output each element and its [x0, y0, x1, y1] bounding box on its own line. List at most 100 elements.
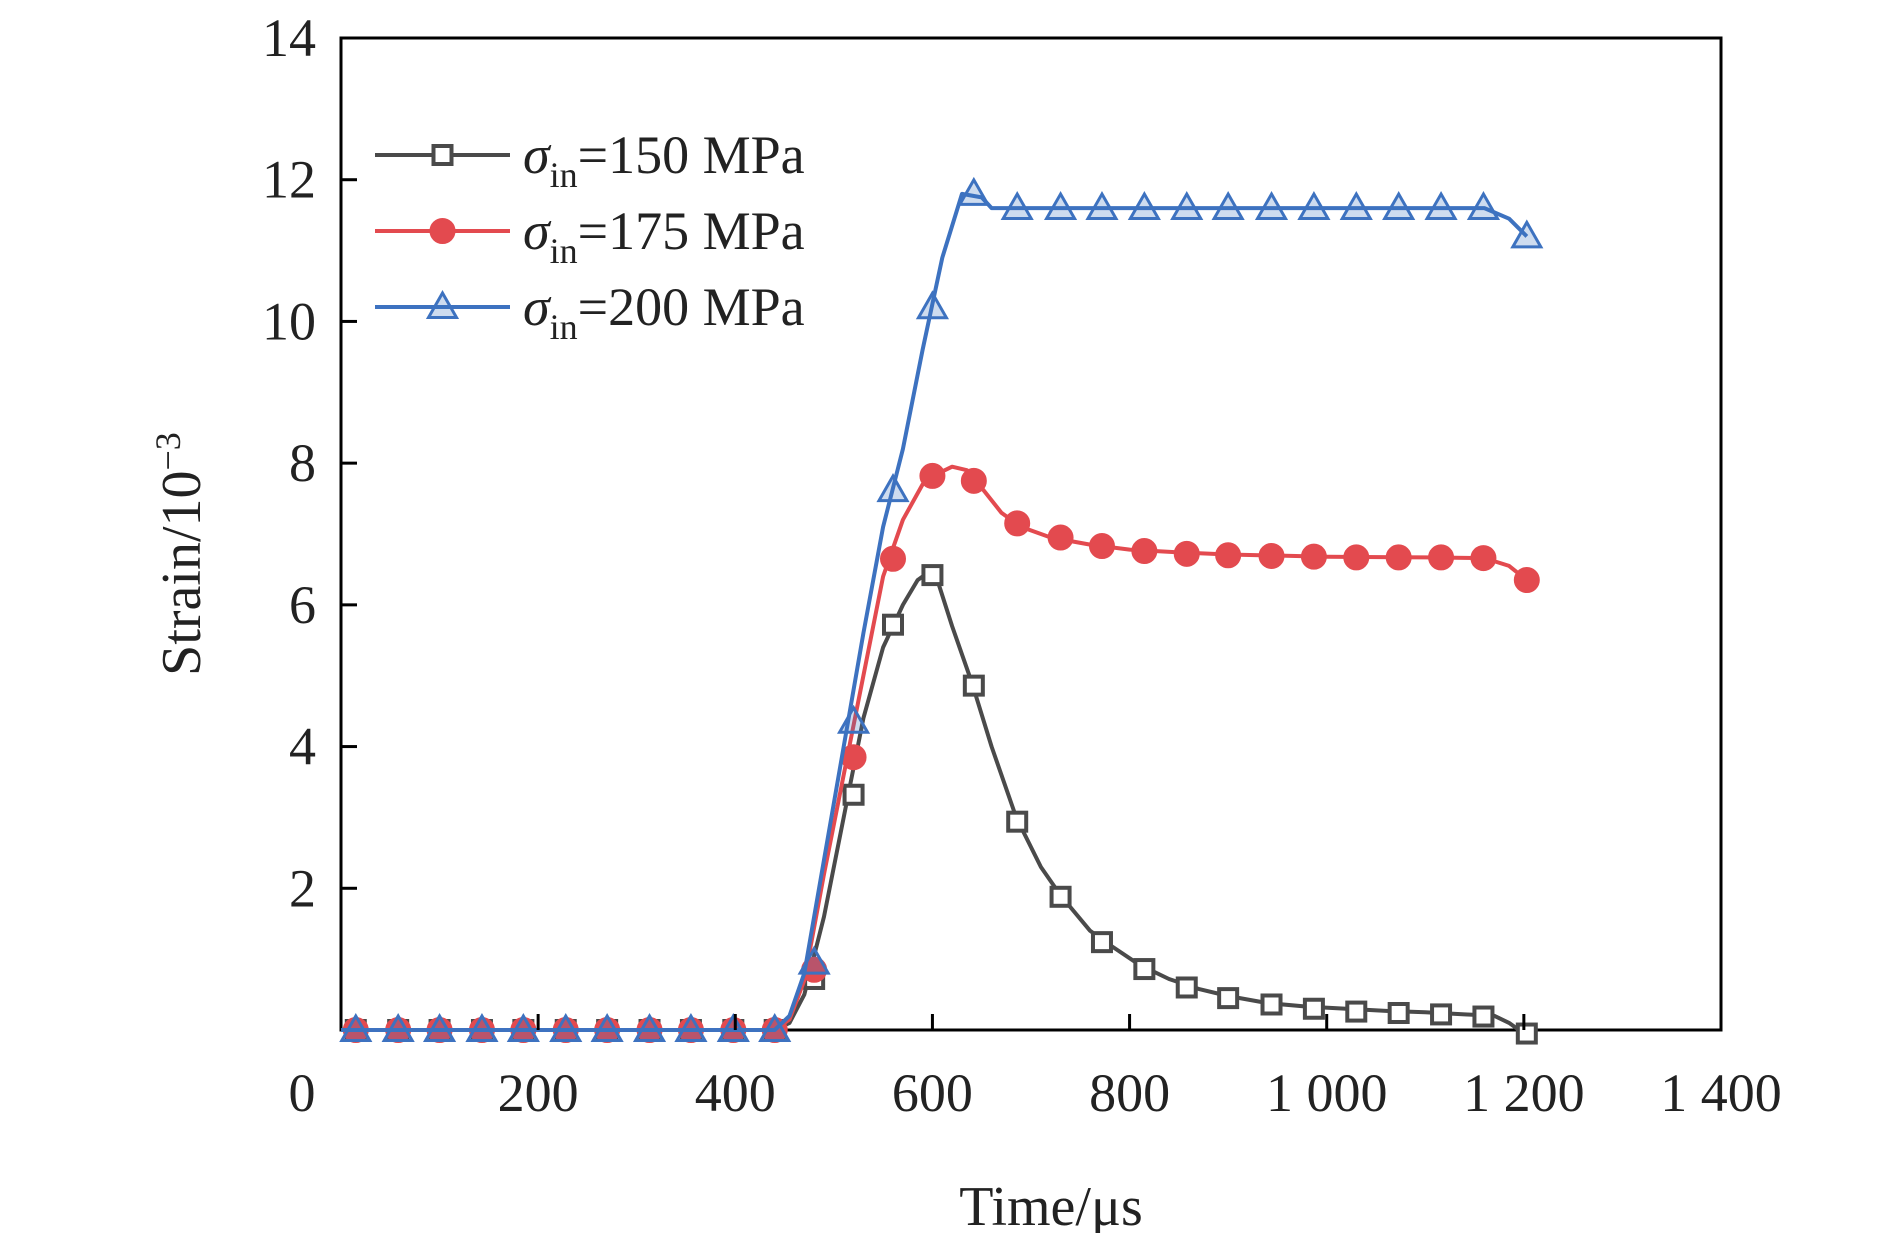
series-line: [341, 191, 1529, 1032]
data-point: [758, 1012, 792, 1042]
x-tick-label: 400: [695, 1063, 776, 1123]
legend-subscript: in: [550, 307, 578, 347]
data-point: [921, 564, 944, 587]
data-point: [960, 467, 987, 494]
data-point: [1127, 191, 1161, 221]
y-tick-label: 10: [262, 291, 316, 351]
x-tick-label: 1 400: [1660, 1063, 1782, 1123]
data-point: [1387, 1001, 1410, 1024]
data-point: [549, 1012, 583, 1042]
data-point: [876, 473, 910, 503]
data-point: [836, 704, 871, 734]
data-point: [1470, 545, 1497, 572]
data-point: [882, 613, 904, 636]
x-tick-label: 0: [289, 1063, 316, 1123]
data-point: [422, 1012, 457, 1042]
legend-item: σin=175 MPa: [375, 201, 805, 271]
legend-subscript: in: [550, 155, 578, 195]
data-point: [381, 1012, 415, 1042]
data-point: [1258, 542, 1285, 569]
data-point: [1090, 931, 1113, 954]
legend-value: =175 MPa: [578, 201, 805, 261]
data-point: [1424, 191, 1458, 221]
y-tick-label: 6: [289, 575, 316, 635]
plot-border: [339, 36, 1723, 1032]
data-point: [1297, 191, 1331, 221]
legend-item: σin=150 MPa: [375, 125, 805, 195]
y-axis-title-base: Strain/10: [151, 470, 213, 675]
y-tick-label: 4: [289, 717, 316, 777]
data-point: [1215, 542, 1242, 569]
data-point: [1339, 191, 1373, 221]
series-2: [341, 462, 1540, 1043]
data-point: [1088, 533, 1115, 560]
data-point: [1047, 524, 1074, 551]
data-point: [1382, 191, 1416, 221]
data-point: [1085, 191, 1119, 221]
legend-subscript: in: [550, 231, 578, 271]
data-point: [1472, 1005, 1495, 1028]
series-line: [341, 571, 1526, 1036]
legend-marker: [431, 144, 454, 166]
data-point: [1430, 1003, 1453, 1026]
data-point: [1466, 191, 1501, 221]
legend-value: =200 MPa: [578, 277, 805, 337]
data-point: [1000, 191, 1034, 221]
data-point: [1131, 538, 1158, 565]
plot-area: [339, 36, 1723, 1032]
data-point: [1343, 544, 1370, 571]
data-point: [1513, 567, 1540, 594]
data-point: [1428, 544, 1455, 571]
data-point: [1133, 958, 1156, 981]
data-point: [1004, 510, 1031, 537]
data-point: [1385, 544, 1412, 571]
legend-symbol: σ: [523, 125, 552, 185]
data-point: [1211, 191, 1245, 221]
data-point: [339, 1012, 373, 1042]
data-point: [957, 176, 991, 206]
y-axis-title-exponent: −3: [148, 432, 188, 470]
data-point: [632, 1012, 667, 1042]
data-point: [716, 1012, 750, 1042]
data-point: [1510, 219, 1544, 249]
legend-symbol: σ: [523, 277, 552, 337]
y-tick-label: 14: [262, 8, 316, 68]
data-point: [465, 1012, 499, 1042]
data-point: [1175, 976, 1198, 999]
data-point: [962, 674, 985, 697]
data-point: [1254, 191, 1289, 221]
data-point: [880, 545, 906, 572]
x-tick-label: 800: [1089, 1063, 1170, 1123]
data-point: [1006, 810, 1029, 833]
legend-label: σin=150 MPa: [523, 125, 805, 195]
x-tick-label: 200: [498, 1063, 579, 1123]
series-3: [339, 176, 1544, 1042]
legend-value: =150 MPa: [578, 125, 805, 185]
data-point: [1043, 191, 1078, 221]
x-tick-label: 1 000: [1266, 1063, 1388, 1123]
legend-marker: [429, 218, 456, 244]
data-point: [1345, 1000, 1368, 1023]
data-point: [797, 945, 831, 975]
legend-label: σin=175 MPa: [523, 201, 805, 271]
legend-symbol: σ: [523, 201, 552, 261]
data-point: [1260, 993, 1283, 1016]
data-point: [674, 1012, 708, 1042]
y-tick-label: 8: [289, 433, 316, 493]
legend-marker: [425, 289, 460, 319]
x-tick-label: 1 200: [1463, 1063, 1585, 1123]
legend-label: σin=200 MPa: [523, 277, 805, 347]
data-point: [919, 462, 946, 489]
data-point: [590, 1012, 624, 1042]
data-point: [1515, 1022, 1538, 1045]
series-layer: [339, 176, 1544, 1045]
data-point: [1049, 885, 1072, 908]
data-point: [506, 1012, 540, 1042]
data-point: [1302, 997, 1325, 1020]
data-point: [842, 783, 865, 806]
y-tick-label: 2: [289, 858, 316, 918]
y-tick-label: 12: [262, 150, 316, 210]
legend-item: σin=200 MPa: [375, 277, 805, 347]
